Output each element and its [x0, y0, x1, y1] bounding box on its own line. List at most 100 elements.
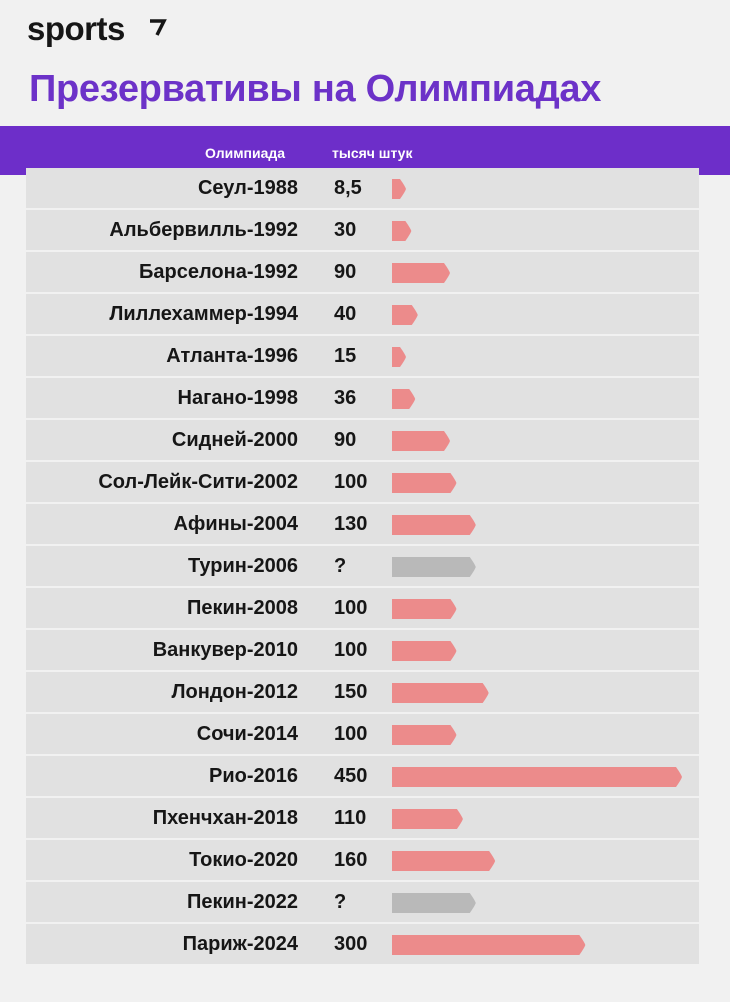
row-value: 90 [334, 429, 357, 451]
table-row: Сол-Лейк-Сити-2002 100 [26, 462, 699, 502]
bar-shape [392, 305, 418, 325]
bar [392, 851, 496, 871]
table-row: Афины-2004 130 [26, 504, 699, 544]
page-title: Презервативы на Олимпиадах [29, 68, 602, 110]
bar [392, 641, 457, 661]
bar [392, 515, 476, 535]
row-label: Сеул-1988 [197, 177, 298, 199]
bar-shape [392, 263, 450, 283]
bar-shape [392, 851, 496, 871]
bar-shape [392, 809, 463, 829]
chart-rows: Сеул-1988 8,5 Альбервилль-1992 30 Барселона-… [26, 168, 699, 966]
row-label: Сол-Лейк-Сити-2002 [98, 471, 298, 493]
bar [392, 473, 457, 493]
bar [392, 221, 412, 241]
bar-shape [392, 347, 406, 367]
row-label: Пхенчхан-2018 [152, 807, 298, 829]
table-row: Лондон-2012 150 [26, 672, 699, 712]
row-label: Сочи-2014 [196, 723, 298, 745]
row-value: 90 [334, 261, 357, 283]
row-value: 160 [334, 849, 368, 871]
bar-unknown [392, 557, 476, 577]
bar-shape [392, 515, 476, 535]
row-label: Токио-2020 [189, 849, 298, 871]
table-row: Пекин-2008 100 [26, 588, 699, 628]
bar [392, 725, 457, 745]
row-value: 100 [334, 723, 368, 745]
table-row: Барселона-1992 90 [26, 252, 699, 292]
row-value: 100 [334, 639, 368, 661]
row-label: Лиллехаммер-1994 [109, 303, 298, 325]
row-label: Париж-2024 [182, 933, 298, 955]
row-value: 15 [334, 345, 357, 367]
bar-shape [392, 683, 489, 703]
bar [392, 347, 406, 367]
row-value: 30 [334, 219, 357, 241]
row-value: 40 [334, 303, 357, 325]
row-label: Пекин-2022 [186, 891, 298, 913]
row-label: Лондон-2012 [171, 681, 298, 703]
bar-shape-unknown [392, 557, 476, 577]
bar-unknown [392, 893, 476, 913]
column-header-thousands: тысяч штук [332, 145, 413, 161]
row-label: Альбервилль-1992 [109, 219, 298, 241]
bar-shape [392, 221, 412, 241]
row-label: Барселона-1992 [139, 261, 298, 283]
bar-shape [392, 389, 416, 409]
table-row: Нагано-1998 36 [26, 378, 699, 418]
row-value: 450 [334, 765, 368, 787]
row-label: Рио-2016 [208, 765, 298, 787]
bar-shape-unknown [392, 893, 476, 913]
table-row: Токио-2020 160 [26, 840, 699, 880]
row-label: Сидней-2000 [171, 429, 298, 451]
bar-shape [392, 179, 406, 199]
bar [392, 305, 418, 325]
table-header: Олимпиада тысяч штук [0, 126, 730, 175]
sports-logo: sports [27, 10, 125, 47]
row-label: Пекин-2008 [186, 597, 298, 619]
bar [392, 389, 416, 409]
logo-mark-icon [150, 19, 167, 36]
row-value: 300 [334, 933, 368, 955]
row-label: Турин-2006 [187, 555, 298, 577]
row-label: Ванкувер-2010 [152, 639, 298, 661]
row-value: ? [334, 891, 347, 913]
table-row: Турин-2006? [26, 546, 699, 586]
row-value: 8,5 [334, 177, 362, 199]
row-label: Атланта-1996 [166, 345, 298, 367]
row-value: 150 [334, 681, 368, 703]
bar-shape [392, 641, 457, 661]
bar-shape [392, 599, 457, 619]
table-row: Пекин-2022? [26, 882, 699, 922]
row-label: Афины-2004 [173, 513, 298, 535]
bar [392, 599, 457, 619]
table-row: Пхенчхан-2018 110 [26, 798, 699, 838]
row-value: ? [334, 555, 347, 577]
bar [392, 263, 450, 283]
bar [392, 431, 450, 451]
table-row: Сидней-2000 90 [26, 420, 699, 460]
column-header-olympiad: Олимпиада [205, 145, 286, 161]
row-value: 36 [334, 387, 357, 409]
bar [392, 767, 682, 787]
bar-shape [392, 473, 457, 493]
bar [392, 683, 489, 703]
table-row: Париж-2024 300 [26, 924, 699, 964]
table-row: Сочи-2014 100 [26, 714, 699, 754]
row-label: Нагано-1998 [177, 387, 298, 409]
row-value: 130 [334, 513, 368, 535]
row-value: 110 [334, 807, 367, 829]
table-row: Атланта-1996 15 [26, 336, 699, 376]
table-row: Лиллехаммер-1994 40 [26, 294, 699, 334]
table-row: Ванкувер-2010 100 [26, 630, 699, 670]
bar [392, 179, 406, 199]
row-value: 100 [334, 471, 368, 493]
table-row: Рио-2016 450 [26, 756, 699, 796]
bar-shape [392, 725, 457, 745]
bar [392, 935, 586, 955]
table-row: Альбервилль-1992 30 [26, 210, 699, 250]
bar-shape [392, 767, 682, 787]
bar-shape [392, 431, 450, 451]
row-value: 100 [334, 597, 368, 619]
bar [392, 809, 463, 829]
